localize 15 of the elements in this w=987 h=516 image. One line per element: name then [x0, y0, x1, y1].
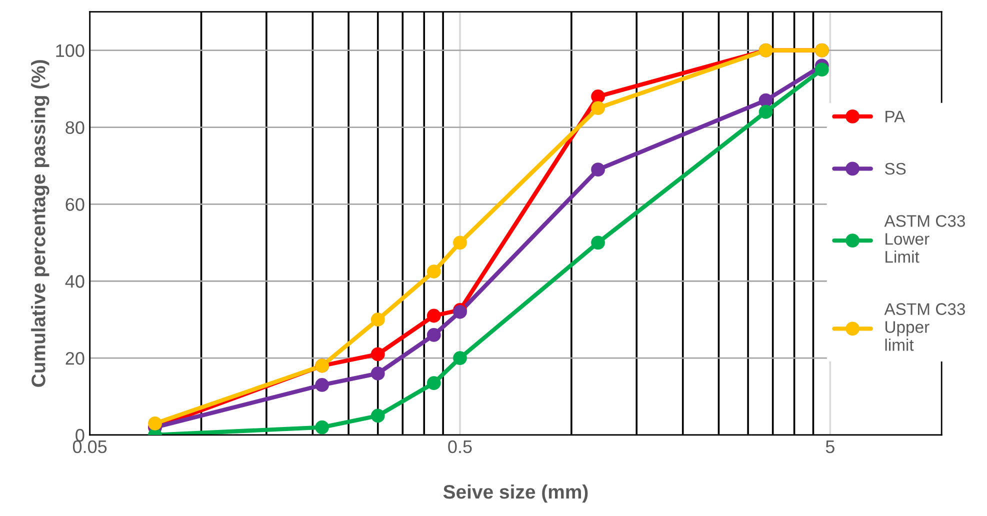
legend-label: ASTM C33 Upper limit — [884, 303, 965, 351]
y-axis-title: Cumulative percentage passing (%) — [31, 60, 50, 387]
y-tick-label: 80 — [66, 121, 84, 134]
legend-label: SS — [884, 162, 906, 175]
y-tick-label: 40 — [65, 275, 84, 288]
legend-label: ASTM C33 Lower Limit — [884, 215, 965, 263]
y-tick-label: 0 — [76, 428, 84, 442]
legend-label: PA — [886, 110, 906, 122]
x-axis-title: Seive size (mm) — [443, 484, 588, 503]
y-tick-label: 60 — [66, 198, 84, 211]
x-tick-label: 0.5 — [448, 440, 472, 454]
y-tick-label: 100 — [56, 44, 84, 58]
x-tick-label: 5 — [826, 440, 834, 454]
x-tick-label: 0.05 — [72, 440, 107, 454]
y-tick-label: 20 — [66, 352, 84, 365]
